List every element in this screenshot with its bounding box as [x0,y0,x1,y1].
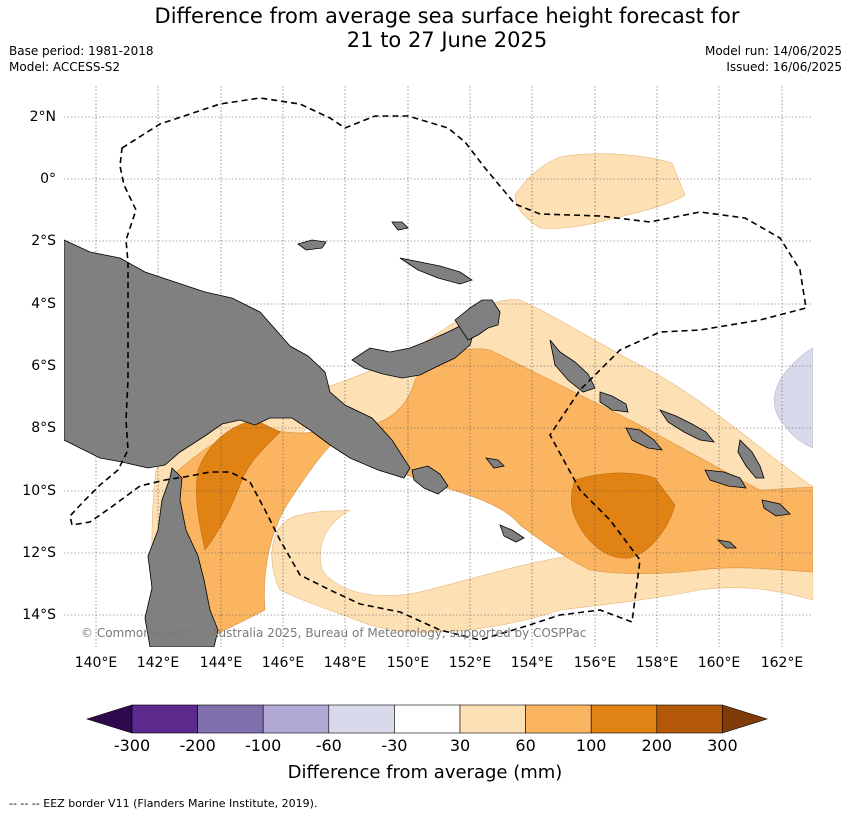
manus-island [297,239,327,251]
new-ireland [454,299,501,341]
trobriand-dentrecasteaux [411,465,449,495]
anomaly-neg30-neg60-east [773,347,813,449]
anomaly-60-100-band [169,348,813,641]
title-line-1: Difference from average sea surface heig… [154,4,740,28]
woodlark-island [485,457,505,469]
bougainville [549,339,596,393]
model-name: Model: ACCESS-S2 [9,60,121,74]
lat-label-2s: 2°S [31,233,56,249]
colorbar-tick-neg200: -200 [179,736,216,755]
lat-label-2n: 2°N [29,109,56,125]
new-guinea-land [64,239,411,479]
lon-label-152e: 152°E [448,655,492,671]
land [64,221,791,647]
colorbar-swatch-7 [525,704,592,734]
colorbar-tick-300: 300 [707,736,738,755]
eez-legend-note: -- -- -- EEZ border V11 (Flanders Marine… [9,797,318,810]
lon-label-140e: 140°E [74,655,118,671]
lat-label-0: 0° [40,171,56,187]
lon-label-148e: 148°E [323,655,367,671]
eez-png-north [69,97,807,641]
lon-label-158e: 158°E [635,655,679,671]
colorbar-tick-60: 60 [515,736,536,755]
lon-label-144e: 144°E [199,655,243,671]
colorbar-extend-left [85,704,133,734]
lat-label-12s: 12°S [22,545,56,561]
lon-label-142e: 142°E [136,655,180,671]
new-georgia [625,427,663,451]
lon-label-154e: 154°E [510,655,554,671]
colorbar-swatch-8 [590,704,658,734]
eez-borders [69,97,807,641]
lat-label-10s: 10°S [22,483,56,499]
colorbar-swatch-1 [131,704,198,734]
colorbar-tick-30: 30 [449,736,471,755]
lon-label-156e: 156°E [573,655,617,671]
australia-cape-york [144,467,219,647]
colorbar-tick-200: 200 [641,736,673,755]
lat-label-8s: 8°S [31,420,56,436]
louisiade-islands [499,524,525,543]
anomaly-30-60-north [514,153,686,229]
lon-label-150e: 150°E [386,655,430,671]
colorbar-tick-neg30: -30 [381,736,408,755]
guadalcanal [704,469,747,489]
santa-isabel [658,409,715,443]
colorbar-swatch-4 [328,704,395,734]
lon-label-146e: 146°E [261,655,305,671]
lon-label-160e: 160°E [697,655,741,671]
issued-date: Issued: 16/06/2025 [726,60,842,74]
makira [761,499,791,517]
title-line-2: 21 to 27 June 2025 [346,28,548,52]
malaita [737,439,765,479]
copyright-text: © Commonwealth of Australia 2025, Bureau… [81,626,587,640]
colorbar-title: Difference from average (mm) [287,762,563,783]
colorbar-tick-100: 100 [575,736,607,755]
lon-label-162e: 162°E [760,655,804,671]
colorbar-swatch-3 [262,704,330,734]
anomaly-100-200-gulf [196,419,281,551]
mussau [391,221,409,231]
meta-left: Base period: 1981-2018 Model: ACCESS-S2 [9,43,154,75]
map-area [64,86,813,647]
meta-right: Model run: 14/06/2025 Issued: 16/06/2025 [705,43,842,75]
lat-label-6s: 6°S [31,358,56,374]
colorbar-tick-neg100: -100 [245,736,282,755]
base-period: Base period: 1981-2018 [9,44,154,58]
colorbar-swatch-5 [394,704,461,734]
lat-label-14s: 14°S [22,607,56,623]
new-hanover [399,257,473,285]
rossel-island [716,539,737,549]
colorbar-swatch-9 [656,704,723,734]
map-title: Difference from average sea surface heig… [0,4,850,52]
colorbar-swatch-2 [197,704,264,734]
colorbar-tick-neg300: -300 [113,736,151,755]
model-run: Model run: 14/06/2025 [704,44,842,58]
colorbar-extend-right [722,704,769,734]
colorbar-tick-neg60: -60 [315,736,342,755]
colorbar [85,704,769,734]
lat-label-4s: 4°S [31,296,56,312]
choiseul [599,391,629,413]
colorbar-swatch-6 [459,704,526,734]
